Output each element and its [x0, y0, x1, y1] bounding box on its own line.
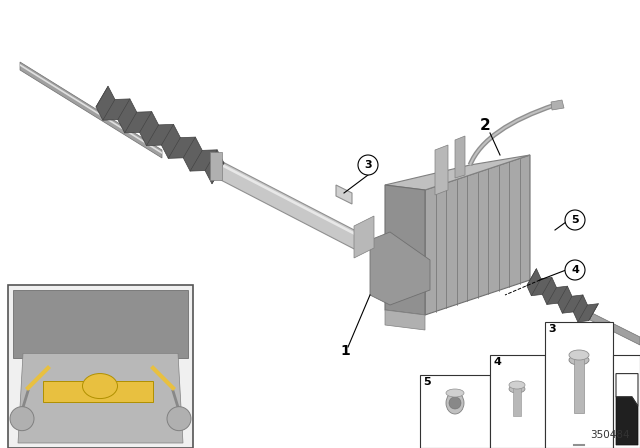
- Circle shape: [358, 155, 378, 175]
- Polygon shape: [385, 310, 425, 330]
- Polygon shape: [215, 160, 360, 238]
- Bar: [513, 388, 521, 416]
- Polygon shape: [20, 64, 162, 154]
- Polygon shape: [385, 155, 530, 190]
- Polygon shape: [96, 86, 224, 184]
- Circle shape: [10, 407, 34, 431]
- Polygon shape: [210, 152, 222, 180]
- Circle shape: [449, 397, 461, 409]
- Polygon shape: [336, 185, 352, 204]
- Bar: [8, 285, 193, 448]
- Ellipse shape: [569, 355, 589, 365]
- Circle shape: [565, 210, 585, 230]
- Text: 3: 3: [548, 324, 556, 334]
- Polygon shape: [18, 353, 183, 443]
- Ellipse shape: [446, 389, 464, 397]
- Circle shape: [565, 260, 585, 280]
- Polygon shape: [215, 158, 360, 252]
- Ellipse shape: [509, 385, 525, 393]
- Bar: [613, 355, 640, 448]
- Text: 2: 2: [480, 118, 491, 133]
- Polygon shape: [385, 185, 425, 315]
- Polygon shape: [616, 397, 638, 445]
- Polygon shape: [354, 216, 374, 258]
- Bar: [420, 375, 490, 448]
- Polygon shape: [455, 136, 465, 178]
- Bar: [574, 358, 584, 413]
- Text: 5: 5: [423, 377, 431, 387]
- Polygon shape: [435, 145, 448, 195]
- Polygon shape: [425, 155, 530, 315]
- Text: 1: 1: [340, 344, 349, 358]
- Ellipse shape: [83, 374, 118, 399]
- Text: 5: 5: [571, 215, 579, 225]
- Polygon shape: [370, 232, 430, 305]
- Text: 3: 3: [364, 160, 372, 170]
- Polygon shape: [527, 269, 598, 322]
- Text: 4: 4: [493, 357, 501, 367]
- Ellipse shape: [509, 381, 525, 389]
- Bar: [490, 355, 545, 448]
- Ellipse shape: [569, 350, 589, 360]
- Text: 350484: 350484: [590, 430, 630, 440]
- Bar: [13, 290, 188, 358]
- Polygon shape: [20, 62, 162, 158]
- Bar: [43, 381, 153, 402]
- Circle shape: [167, 407, 191, 431]
- Ellipse shape: [446, 392, 464, 414]
- Text: 4: 4: [571, 265, 579, 275]
- Polygon shape: [551, 100, 564, 110]
- Polygon shape: [590, 312, 640, 345]
- Bar: [545, 322, 613, 448]
